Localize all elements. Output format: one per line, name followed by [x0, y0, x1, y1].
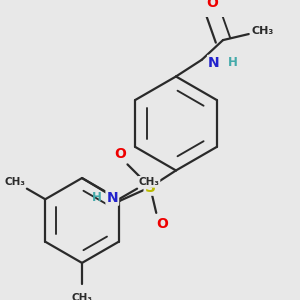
- Text: H: H: [227, 56, 237, 69]
- Text: S: S: [145, 180, 156, 195]
- Text: N: N: [106, 191, 118, 205]
- Text: O: O: [156, 218, 168, 231]
- Text: N: N: [208, 56, 220, 70]
- Text: CH₃: CH₃: [138, 177, 159, 187]
- Text: CH₃: CH₃: [251, 26, 274, 36]
- Text: H: H: [92, 190, 102, 204]
- Text: CH₃: CH₃: [71, 293, 92, 300]
- Text: CH₃: CH₃: [4, 177, 26, 187]
- Text: O: O: [114, 147, 126, 161]
- Text: O: O: [206, 0, 218, 10]
